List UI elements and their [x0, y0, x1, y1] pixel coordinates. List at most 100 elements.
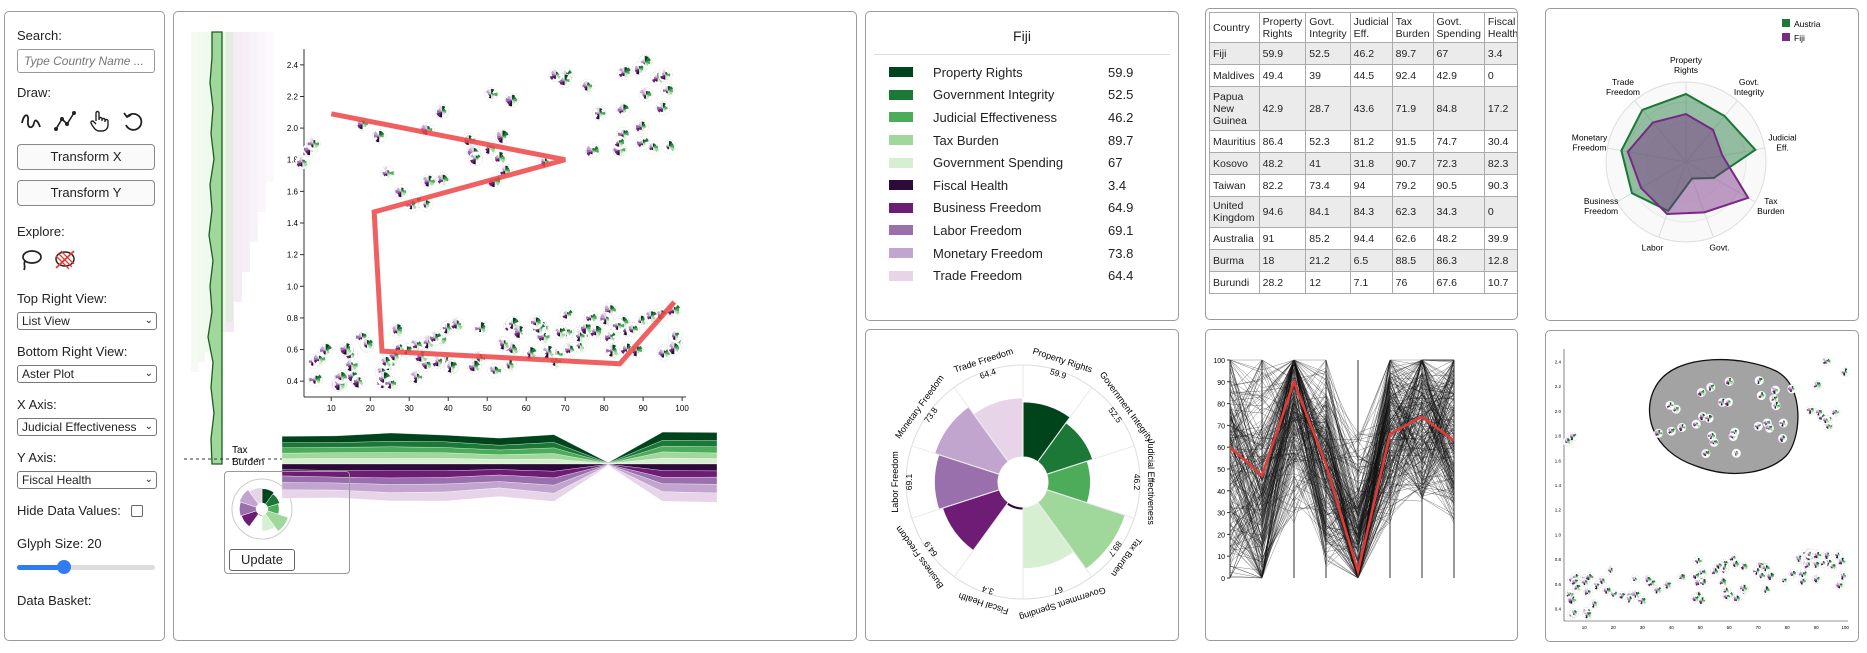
- aster-slice[interactable]: [1022, 401, 1071, 463]
- sc2-glyph[interactable]: [1738, 583, 1749, 594]
- country-glyph[interactable]: [585, 143, 600, 159]
- country-glyph[interactable]: [443, 359, 459, 375]
- sc2-glyph[interactable]: [1761, 585, 1771, 595]
- table-row[interactable]: Papua New Guinea 42.9 28.7 43.6 71.9 84.8 17.2: [1209, 86, 1517, 131]
- sc2-glyph[interactable]: [1642, 574, 1653, 585]
- country-glyph[interactable]: [625, 322, 641, 337]
- table-row[interactable]: Maldives 49.4 39 44.5 92.4 42.9 0: [1209, 64, 1517, 87]
- sc2-glyph[interactable]: [1676, 572, 1687, 582]
- sc2-glyph[interactable]: [1788, 569, 1798, 579]
- sc2-glyph[interactable]: [1806, 405, 1816, 415]
- sc2-glyph[interactable]: [1569, 608, 1580, 618]
- transform-y-button[interactable]: Transform Y: [17, 180, 155, 206]
- sc2-glyph[interactable]: [1771, 401, 1781, 411]
- country-glyph[interactable]: [372, 128, 387, 144]
- sc2-glyph[interactable]: [1830, 407, 1841, 417]
- radar-austria-polygon[interactable]: [1620, 92, 1757, 213]
- country-glyph[interactable]: [580, 78, 595, 94]
- sc2-glyph[interactable]: [1732, 594, 1742, 604]
- sc2-glyph[interactable]: [1701, 448, 1711, 459]
- country-glyph[interactable]: [634, 119, 649, 134]
- country-glyph[interactable]: [598, 311, 614, 327]
- sc2-glyph[interactable]: [1564, 589, 1575, 599]
- sc2-glyph[interactable]: [1562, 436, 1572, 447]
- sc2-glyph[interactable]: [1583, 587, 1593, 598]
- country-glyph[interactable]: [617, 65, 632, 80]
- sc2-glyph[interactable]: [1822, 550, 1833, 561]
- country-glyph[interactable]: [541, 344, 556, 360]
- sc2-glyph[interactable]: [1803, 560, 1813, 571]
- country-glyph[interactable]: [504, 92, 520, 108]
- country-glyph[interactable]: [334, 369, 349, 385]
- sc2-glyph[interactable]: [1631, 590, 1641, 600]
- country-glyph[interactable]: [512, 324, 527, 340]
- lasso-scatter-svg[interactable]: 0.40.60.81.01.21.41.61.82.02.22.410 20 30 4…: [1546, 331, 1859, 642]
- country-glyph[interactable]: [548, 67, 564, 82]
- country-glyph[interactable]: [394, 184, 409, 199]
- aster-slice[interactable]: [934, 406, 1010, 475]
- sc2-glyph[interactable]: [1794, 554, 1805, 564]
- pcp-highlight-line[interactable]: [1229, 378, 1455, 577]
- country-glyph[interactable]: [592, 106, 607, 121]
- search-input[interactable]: [17, 49, 155, 73]
- country-glyph[interactable]: [434, 104, 450, 119]
- aster-slice[interactable]: [933, 453, 1000, 511]
- country-glyph[interactable]: [583, 310, 599, 325]
- sc2-glyph[interactable]: [1710, 566, 1720, 577]
- sc2-glyph[interactable]: [1840, 367, 1850, 377]
- sc2-glyph[interactable]: [1717, 577, 1728, 587]
- country-glyph[interactable]: [339, 341, 354, 357]
- sc2-glyph[interactable]: [1696, 387, 1706, 398]
- country-glyph[interactable]: [378, 354, 393, 370]
- slider-knob[interactable]: [56, 560, 71, 574]
- sc2-glyph[interactable]: [1778, 418, 1788, 428]
- table-header-cell[interactable]: Govt. Spending: [1432, 12, 1485, 43]
- sc2-glyph[interactable]: [1592, 580, 1602, 591]
- country-glyph[interactable]: [390, 323, 405, 338]
- country-glyph[interactable]: [431, 354, 446, 369]
- sc2-glyph[interactable]: [1837, 556, 1847, 567]
- sc2-glyph[interactable]: [1731, 448, 1742, 458]
- country-glyph[interactable]: [638, 87, 654, 102]
- country-glyph[interactable]: [635, 135, 651, 151]
- table-row[interactable]: Burundi 28.2 12 7.1 76 67.6 10.7: [1209, 271, 1517, 294]
- country-glyph[interactable]: [311, 351, 327, 367]
- lasso-selection[interactable]: [1648, 358, 1799, 475]
- sc2-glyph[interactable]: [1584, 572, 1595, 582]
- country-glyph[interactable]: [658, 67, 673, 83]
- country-glyph[interactable]: [409, 369, 425, 385]
- sc2-glyph[interactable]: [1821, 415, 1831, 425]
- sc2-glyph[interactable]: [1787, 384, 1797, 394]
- table-row[interactable]: Burma 18 21.2 6.5 88.5 86.3 12.8: [1209, 249, 1517, 272]
- radar-chart-svg[interactable]: PropertyRightsGovt.IntegrityJudicialEff.…: [1546, 9, 1859, 321]
- table-row[interactable]: Mauritius 86.4 52.3 81.2 91.5 74.7 30.4: [1209, 130, 1517, 153]
- sc2-glyph[interactable]: [1811, 560, 1822, 570]
- country-glyph[interactable]: [559, 307, 575, 322]
- sc2-glyph[interactable]: [1728, 553, 1738, 563]
- country-glyph[interactable]: [467, 359, 482, 374]
- country-glyph[interactable]: [611, 135, 627, 150]
- country-glyph[interactable]: [449, 317, 464, 332]
- country-glyph[interactable]: [414, 349, 429, 364]
- country-glyph[interactable]: [552, 325, 568, 340]
- sc2-glyph[interactable]: [1630, 574, 1640, 585]
- country-glyph[interactable]: [610, 318, 626, 333]
- country-glyph[interactable]: [495, 129, 510, 145]
- sc2-glyph[interactable]: [1690, 593, 1701, 604]
- country-glyph[interactable]: [483, 87, 499, 102]
- country-glyph[interactable]: [660, 83, 675, 98]
- country-glyph[interactable]: [667, 340, 682, 356]
- aster-slice[interactable]: [1036, 489, 1126, 570]
- country-glyph[interactable]: [295, 154, 310, 170]
- country-glyph[interactable]: [473, 321, 489, 336]
- table-header-cell[interactable]: Country: [1209, 12, 1260, 43]
- sc2-glyph[interactable]: [1582, 610, 1593, 620]
- country-glyph[interactable]: [502, 357, 517, 372]
- sc2-glyph[interactable]: [1723, 397, 1734, 407]
- sc2-glyph[interactable]: [1812, 550, 1823, 560]
- sc2-glyph[interactable]: [1637, 596, 1647, 606]
- country-glyph[interactable]: [351, 374, 366, 389]
- hand-pointer-icon[interactable]: [87, 109, 111, 133]
